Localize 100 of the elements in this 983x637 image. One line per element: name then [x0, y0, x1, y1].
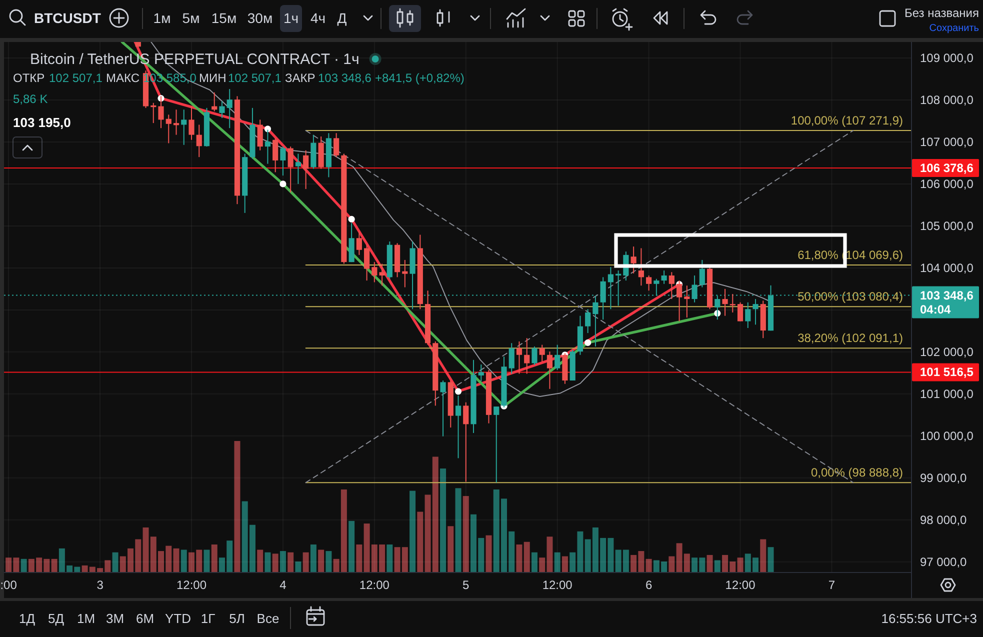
text: 6М [136, 610, 154, 626]
candlestick [173, 109, 180, 136]
candlestick [364, 244, 370, 282]
bar [462, 496, 469, 572]
y-tick-label: 100 000,0 [920, 428, 974, 443]
candlestick [516, 340, 522, 374]
candlestick [280, 146, 286, 176]
text: 16:55:56 UTC+3 [881, 610, 977, 626]
text: 4ч [310, 10, 326, 26]
annotation: +841,5 (+0,82%) [375, 71, 464, 85]
bar [356, 544, 362, 572]
bar [417, 512, 424, 572]
bar [211, 544, 218, 572]
candlestick [478, 364, 484, 382]
x-tick-label: :00 [0, 578, 18, 592]
y-tick-label: 108 000,0 [920, 92, 974, 107]
candlestick [638, 248, 644, 286]
candlestick [730, 293, 736, 313]
candlestick [737, 302, 744, 322]
bar [302, 552, 309, 572]
bar [348, 520, 355, 572]
y-tick-label: 107 000,0 [920, 134, 974, 149]
bar [234, 441, 240, 572]
candlestick [684, 285, 690, 318]
x-tick-label: 12:00 [542, 578, 573, 592]
candlestick [532, 346, 538, 366]
x-tick-label: 6 [645, 578, 652, 592]
candlestick [196, 124, 202, 158]
candlestick [303, 150, 309, 190]
bar [516, 544, 522, 572]
bar [760, 539, 766, 572]
text: Сохранить [929, 22, 979, 34]
bar [524, 542, 530, 572]
candlestick [463, 402, 469, 482]
bar [737, 558, 744, 572]
series-label: 50,00% (103 080,4) [798, 290, 903, 304]
candlestick [539, 344, 545, 362]
bar [486, 535, 492, 572]
annotation: МАКС [106, 71, 140, 85]
bar [51, 558, 58, 572]
x-tick-label: 5 [462, 578, 470, 592]
text: 15м [211, 10, 237, 26]
bar [386, 544, 393, 572]
bar [554, 552, 560, 572]
candlestick [692, 275, 698, 303]
x-tick-label: 12:00 [359, 578, 390, 592]
text: 5Д [48, 610, 64, 626]
bar [272, 554, 278, 572]
y-tick-label: 101 000,0 [920, 386, 974, 401]
bar [20, 558, 27, 572]
text: Все [256, 610, 280, 626]
candlestick [455, 395, 462, 459]
bar [288, 552, 294, 572]
series-label: 38,20% (102 091,1) [798, 331, 903, 346]
candlestick [585, 308, 591, 334]
y-tick-label: 102 000,0 [920, 344, 974, 359]
text: 1ч [283, 10, 299, 26]
y-tick-label: 106 000,0 [920, 176, 974, 191]
candlestick [348, 222, 354, 263]
ref-line-label: 106 378,6 [920, 161, 974, 176]
candlestick [188, 106, 194, 140]
annotation: 5,86 K [13, 92, 48, 106]
bar [562, 556, 568, 572]
bar [264, 552, 271, 572]
text: 1Д [18, 610, 36, 626]
text: BTCUSDT [34, 10, 102, 26]
series-label: 100,00% (107 271,9) [790, 114, 903, 128]
text: 5м [182, 10, 200, 26]
candlestick [226, 88, 232, 129]
annotation: 102 507,1 [228, 71, 282, 85]
text: Д [337, 10, 348, 26]
bar [295, 562, 302, 572]
x-tick-label: 3 [96, 578, 104, 592]
bar [706, 554, 713, 572]
bar [280, 551, 286, 572]
bar [714, 560, 720, 572]
text: 30м [247, 10, 273, 26]
y-tick-label: 104 000,0 [920, 260, 974, 275]
candlestick [166, 114, 172, 144]
y-tick-label: 99 000,0 [920, 470, 968, 485]
candlestick [181, 109, 187, 146]
bar [257, 550, 264, 572]
y-tick-label: 98 000,0 [920, 512, 968, 527]
annotation: МИН [199, 71, 226, 85]
text: 5Л [229, 610, 245, 626]
bar [326, 551, 332, 572]
x-tick-label: 12:00 [176, 578, 207, 592]
bar [448, 526, 454, 572]
candlestick [288, 146, 294, 193]
text: 1Г [200, 610, 216, 626]
bar [768, 547, 774, 572]
annotation: 103 195,0 [13, 114, 71, 130]
candlestick [524, 338, 530, 374]
candlestick [745, 302, 751, 328]
bar [112, 552, 118, 572]
candlestick [661, 270, 667, 284]
text: 1М [76, 610, 96, 626]
annotation: 103 348,6 [318, 71, 372, 85]
candlestick [554, 344, 560, 370]
candlestick [272, 138, 278, 173]
